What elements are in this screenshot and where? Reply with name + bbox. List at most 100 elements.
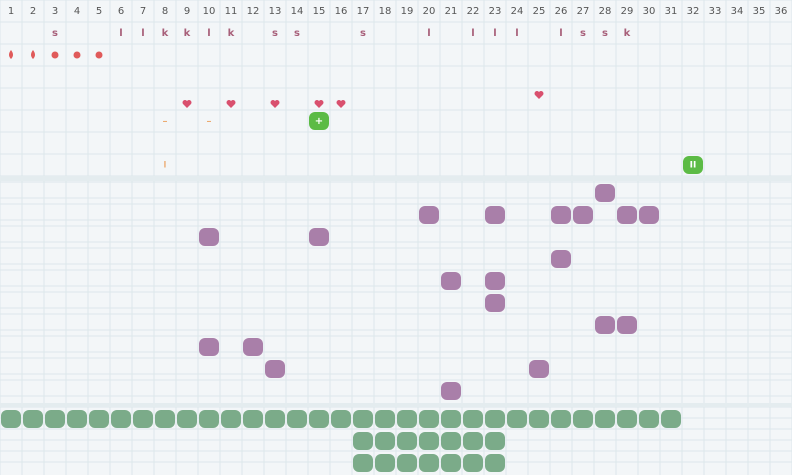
day-letter: l	[119, 28, 122, 39]
column-number: 4	[74, 6, 80, 17]
day-letter: k	[184, 28, 191, 39]
column-number: 25	[533, 6, 546, 17]
green-blob	[529, 410, 549, 428]
column-number: 1	[8, 6, 14, 17]
purple-blob	[441, 382, 461, 400]
heart-icon	[534, 91, 544, 99]
green-blob	[463, 410, 483, 428]
dot-icon	[73, 51, 81, 59]
green-blob	[375, 454, 395, 472]
green-blob	[397, 410, 417, 428]
day-letter: l	[427, 28, 430, 39]
purple-blob	[617, 206, 637, 224]
drop-icon	[31, 50, 35, 59]
column-number: 12	[247, 6, 260, 17]
green-blob	[441, 454, 461, 472]
column-number: 36	[775, 6, 788, 17]
column-number: 28	[599, 6, 612, 17]
column-number: 11	[225, 6, 238, 17]
green-blob	[265, 410, 285, 428]
column-number: 24	[511, 6, 524, 17]
column-number: 16	[335, 6, 348, 17]
day-letter: k	[624, 28, 631, 39]
green-blob	[23, 410, 43, 428]
heart-icon	[336, 99, 346, 108]
column-number: 3	[52, 6, 58, 17]
green-blob	[485, 410, 505, 428]
purple-blob	[617, 316, 637, 334]
green-blob	[243, 410, 263, 428]
plus-marker: +	[315, 116, 323, 127]
green-blob	[89, 410, 109, 428]
day-letter: l	[493, 28, 496, 39]
green-blob	[133, 410, 153, 428]
green-blob	[463, 454, 483, 472]
green-blob	[177, 410, 197, 428]
green-blob	[353, 454, 373, 472]
green-blob	[485, 454, 505, 472]
day-letter: s	[52, 28, 58, 39]
purple-blob	[309, 228, 329, 246]
green-blob	[155, 410, 175, 428]
green-blob	[507, 410, 527, 428]
green-blob	[397, 432, 417, 450]
purple-blob	[485, 294, 505, 312]
day-letter: s	[272, 28, 278, 39]
purple-blob	[551, 206, 571, 224]
column-number: 33	[709, 6, 722, 17]
green-blob	[397, 454, 417, 472]
green-blob	[309, 112, 329, 130]
purple-blob	[573, 206, 593, 224]
drop-icon	[9, 50, 13, 59]
column-number: 29	[621, 6, 634, 17]
green-blob	[419, 410, 439, 428]
green-blob	[573, 410, 593, 428]
green-blob	[353, 410, 373, 428]
column-number: 15	[313, 6, 326, 17]
green-blob	[595, 410, 615, 428]
green-blob	[419, 432, 439, 450]
green-blob	[111, 410, 131, 428]
purple-blob	[243, 338, 263, 356]
green-blob	[551, 410, 571, 428]
purple-blob	[639, 206, 659, 224]
green-blob	[639, 410, 659, 428]
column-number: 20	[423, 6, 436, 17]
purple-blob	[199, 228, 219, 246]
column-number: 35	[753, 6, 766, 17]
purple-blob	[485, 206, 505, 224]
purple-blob	[199, 338, 219, 356]
double-marker: II	[690, 161, 697, 171]
marks: 1 2 3 4 5 6 7 8 9 10 11 12 13 14 15 16 17 18 19 20 21 22 23 24 2…	[1, 6, 787, 472]
column-number: 27	[577, 6, 590, 17]
section-divider	[0, 403, 792, 407]
green-blob	[287, 410, 307, 428]
green-blob	[199, 410, 219, 428]
green-blob	[441, 432, 461, 450]
green-blob	[221, 410, 241, 428]
green-blob	[441, 410, 461, 428]
column-number: 8	[162, 6, 168, 17]
heart-icon	[270, 100, 280, 108]
day-letter: l	[141, 28, 144, 39]
day-letter: l	[515, 28, 518, 39]
green-blob	[67, 410, 87, 428]
green-blob	[375, 410, 395, 428]
day-letter: l	[559, 28, 562, 39]
green-blob	[463, 432, 483, 450]
column-number: 26	[555, 6, 568, 17]
green-blob	[45, 410, 65, 428]
day-letter: l	[207, 28, 210, 39]
column-number: 22	[467, 6, 480, 17]
column-number: 21	[445, 6, 458, 17]
purple-blob	[265, 360, 285, 378]
green-blob	[419, 454, 439, 472]
green-blob	[617, 410, 637, 428]
section-divider	[0, 176, 792, 181]
column-number: 23	[489, 6, 502, 17]
purple-blob	[595, 184, 615, 202]
heart-icon	[314, 100, 324, 108]
dot-icon	[51, 51, 59, 59]
